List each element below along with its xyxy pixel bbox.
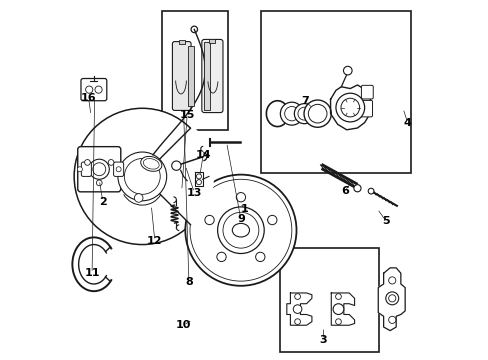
Circle shape: [204, 215, 214, 225]
Text: 3: 3: [319, 334, 326, 345]
Text: 8: 8: [184, 277, 192, 287]
Circle shape: [304, 100, 330, 127]
Circle shape: [388, 295, 395, 302]
Bar: [204, 42, 209, 110]
Circle shape: [255, 252, 264, 262]
Circle shape: [343, 66, 351, 75]
Circle shape: [236, 193, 245, 202]
FancyBboxPatch shape: [172, 41, 191, 111]
Circle shape: [335, 319, 341, 324]
Circle shape: [294, 319, 300, 324]
Bar: [188, 45, 193, 107]
Circle shape: [217, 207, 264, 253]
Circle shape: [367, 188, 373, 194]
Circle shape: [196, 180, 201, 185]
Circle shape: [297, 107, 310, 120]
Text: 9: 9: [237, 215, 244, 224]
Circle shape: [124, 158, 160, 194]
Circle shape: [335, 93, 364, 122]
Bar: [179, 40, 184, 44]
Polygon shape: [286, 293, 311, 325]
FancyBboxPatch shape: [81, 78, 106, 101]
Circle shape: [89, 159, 109, 179]
Circle shape: [308, 104, 326, 123]
Circle shape: [280, 102, 303, 125]
Text: 15: 15: [179, 111, 194, 121]
Circle shape: [190, 179, 291, 281]
Circle shape: [108, 159, 114, 165]
Circle shape: [385, 292, 398, 305]
Circle shape: [293, 305, 301, 314]
Text: 12: 12: [147, 236, 163, 246]
Circle shape: [353, 185, 360, 192]
Circle shape: [340, 98, 359, 117]
Polygon shape: [330, 293, 354, 325]
Polygon shape: [330, 85, 371, 130]
Text: 11: 11: [84, 268, 100, 278]
Wedge shape: [142, 126, 214, 227]
Ellipse shape: [141, 156, 162, 171]
Circle shape: [77, 167, 82, 172]
FancyBboxPatch shape: [361, 85, 372, 99]
Text: 10: 10: [176, 320, 191, 330]
Circle shape: [294, 104, 314, 124]
Circle shape: [216, 252, 226, 262]
Circle shape: [134, 194, 142, 202]
Text: 13: 13: [186, 188, 202, 198]
Circle shape: [96, 180, 102, 186]
Text: 16: 16: [81, 93, 96, 103]
Circle shape: [171, 161, 181, 170]
Ellipse shape: [143, 159, 159, 169]
FancyBboxPatch shape: [202, 40, 223, 113]
Circle shape: [116, 167, 121, 172]
Bar: [209, 39, 215, 42]
Circle shape: [93, 163, 105, 176]
Text: 2: 2: [99, 197, 106, 207]
Circle shape: [84, 159, 90, 165]
FancyBboxPatch shape: [359, 100, 372, 117]
Circle shape: [185, 175, 296, 286]
Circle shape: [196, 174, 201, 179]
Circle shape: [85, 86, 93, 93]
Text: 7: 7: [301, 96, 309, 106]
Circle shape: [284, 107, 298, 121]
Bar: [260, 12, 410, 173]
Circle shape: [267, 215, 276, 225]
Circle shape: [335, 294, 341, 300]
Text: 14: 14: [195, 150, 211, 160]
Bar: [280, 248, 378, 352]
Circle shape: [388, 277, 395, 284]
Text: 5: 5: [382, 216, 389, 226]
FancyBboxPatch shape: [81, 162, 91, 176]
Circle shape: [118, 152, 166, 201]
Circle shape: [388, 316, 395, 323]
Text: 4: 4: [403, 118, 411, 128]
Polygon shape: [378, 268, 405, 330]
Circle shape: [223, 212, 258, 248]
Circle shape: [332, 304, 343, 315]
FancyBboxPatch shape: [113, 162, 123, 176]
Text: 6: 6: [340, 186, 348, 196]
FancyBboxPatch shape: [78, 147, 121, 192]
Circle shape: [74, 108, 210, 244]
Bar: [162, 12, 228, 130]
Circle shape: [95, 86, 102, 93]
Ellipse shape: [232, 224, 249, 237]
Text: 1: 1: [240, 204, 248, 214]
Circle shape: [294, 294, 300, 300]
